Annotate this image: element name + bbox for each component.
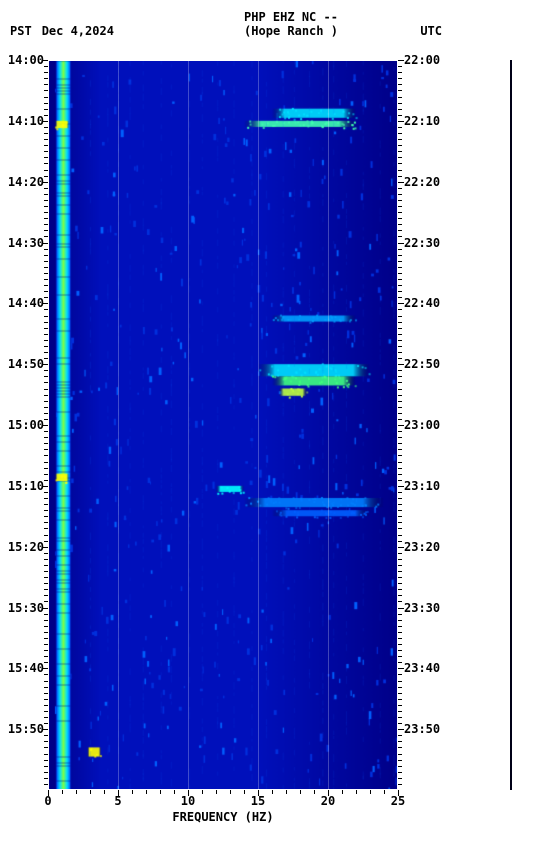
left-time-tick: 14:50: [8, 357, 44, 371]
left-time-tick: 15:50: [8, 722, 44, 736]
left-time-tick: 15:30: [8, 601, 44, 615]
right-time-tick: 22:00: [404, 53, 440, 67]
right-time-tick: 23:10: [404, 479, 440, 493]
x-tick: 20: [321, 794, 335, 808]
station-line2: (Hope Ranch ): [244, 24, 338, 38]
date: Dec 4,2024: [42, 24, 114, 38]
right-time-tick: 23:20: [404, 540, 440, 554]
x-tick: 5: [114, 794, 121, 808]
tz-right: UTC: [420, 24, 442, 38]
left-time-tick: 14:30: [8, 236, 44, 250]
tz-left: PST: [10, 24, 32, 38]
left-time-tick: 14:00: [8, 53, 44, 67]
x-tick: 10: [181, 794, 195, 808]
spectrogram-plot: 14:0014:1014:2014:3014:4014:5015:0015:10…: [48, 60, 398, 790]
x-tick: 15: [251, 794, 265, 808]
left-time-tick: 14:40: [8, 296, 44, 310]
header: PHP EHZ NC -- PST Dec 4,2024 (Hope Ranch…: [0, 10, 552, 38]
station-line1: PHP EHZ NC --: [244, 10, 338, 24]
x-axis-label: FREQUENCY (HZ): [172, 810, 273, 824]
left-time-tick: 14:10: [8, 114, 44, 128]
left-time-tick: 15:10: [8, 479, 44, 493]
x-tick: 25: [391, 794, 405, 808]
colorbar: [510, 60, 512, 790]
left-time-tick: 15:40: [8, 661, 44, 675]
right-time-tick: 23:30: [404, 601, 440, 615]
left-time-tick: 14:20: [8, 175, 44, 189]
right-time-tick: 22:20: [404, 175, 440, 189]
right-time-tick: 23:40: [404, 661, 440, 675]
right-time-tick: 23:00: [404, 418, 440, 432]
x-tick: 0: [44, 794, 51, 808]
right-time-tick: 22:30: [404, 236, 440, 250]
right-time-tick: 22:10: [404, 114, 440, 128]
right-time-tick: 22:40: [404, 296, 440, 310]
left-time-tick: 15:00: [8, 418, 44, 432]
spectrogram-canvas: [48, 60, 398, 790]
right-time-tick: 22:50: [404, 357, 440, 371]
left-time-tick: 15:20: [8, 540, 44, 554]
right-time-tick: 23:50: [404, 722, 440, 736]
